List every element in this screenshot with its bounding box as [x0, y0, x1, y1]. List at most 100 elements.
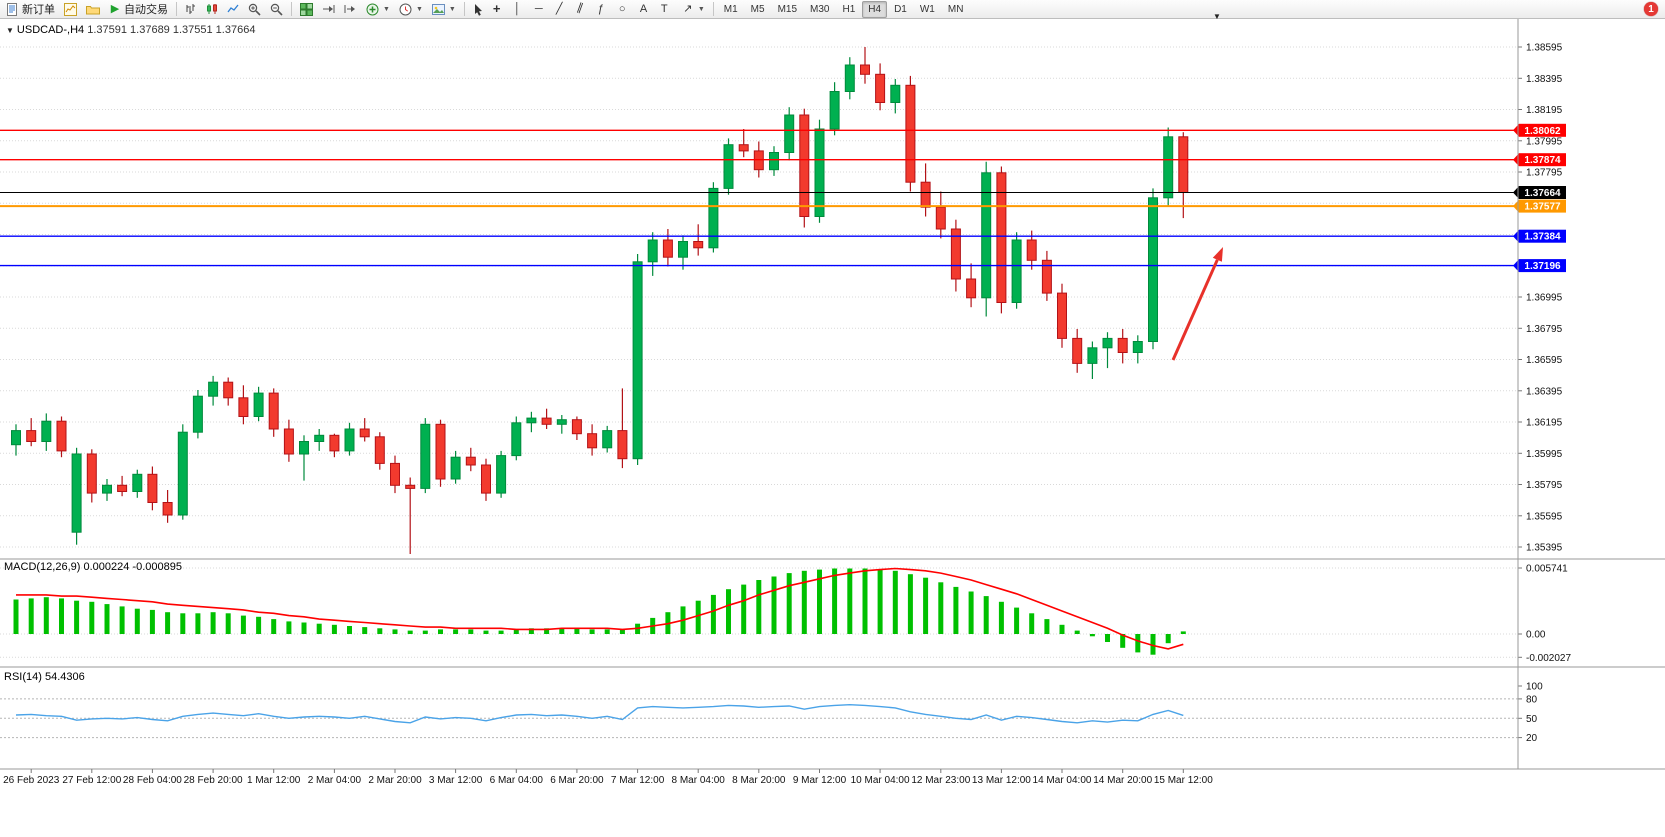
- candle: [268, 392, 279, 430]
- auto-trading-button[interactable]: ▶ 自动交易: [105, 0, 172, 18]
- macd-bar: [468, 629, 474, 634]
- timeframe-d1[interactable]: D1: [894, 3, 907, 15]
- toolbar-separator: [291, 2, 292, 16]
- macd-bar: [953, 586, 959, 634]
- rsi-label: RSI(14) 54.4306: [4, 671, 85, 683]
- timeframe-w1[interactable]: W1: [919, 3, 935, 15]
- time-axis-label: 28 Feb 20:00: [184, 775, 243, 786]
- tile-windows-button[interactable]: [296, 0, 317, 18]
- candle: [1178, 136, 1189, 194]
- candle: [981, 172, 992, 299]
- time-axis-label: 13 Mar 12:00: [972, 775, 1031, 786]
- indicators-button[interactable]: ▼: [362, 0, 394, 18]
- text-icon[interactable]: A: [639, 3, 648, 15]
- timeframe-h1[interactable]: H1: [842, 3, 856, 15]
- auto-scroll-button[interactable]: [318, 0, 339, 18]
- timeframe-mn[interactable]: MN: [947, 3, 964, 15]
- macd-bar: [331, 624, 337, 634]
- macd-bar: [1014, 607, 1020, 634]
- timeframe-m5[interactable]: M5: [750, 3, 765, 15]
- time-axis-label: 12 Mar 23:00: [911, 775, 970, 786]
- macd-axis-label: -0.002027: [1526, 653, 1571, 664]
- macd-bar: [1135, 634, 1141, 653]
- templates-button[interactable]: ▼: [428, 0, 460, 18]
- candle: [875, 73, 886, 103]
- macd-bar: [1029, 613, 1035, 634]
- macd-bar: [1059, 624, 1065, 634]
- candle: [208, 381, 219, 397]
- time-axis-label: 2 Mar 04:00: [308, 775, 362, 786]
- time-axis-label: 3 Mar 12:00: [429, 775, 483, 786]
- timeframe-m30[interactable]: M30: [810, 3, 830, 15]
- ohlc-text: 1.37591 1.37689 1.37551 1.37664: [87, 24, 256, 36]
- shift-chart-button[interactable]: [340, 0, 361, 18]
- candle: [405, 484, 416, 489]
- crosshair-icon[interactable]: +: [492, 1, 501, 16]
- timeframe-m1[interactable]: M1: [723, 3, 738, 15]
- chart-canvas[interactable]: 1.38595 1.38395 1.38195 1.37995 1.37795 1.375…: [0, 19, 1665, 789]
- candle: [996, 172, 1007, 303]
- price-axis-label: 1.36995: [1526, 293, 1563, 304]
- time-axis-label: 14 Mar 20:00: [1093, 775, 1152, 786]
- candle: [1072, 337, 1083, 364]
- candle: [56, 420, 67, 452]
- cursor-button[interactable]: [469, 0, 488, 18]
- price-axis-label: 1.36795: [1526, 324, 1563, 335]
- vertical-line-icon[interactable]: │: [513, 3, 521, 15]
- profiles-button[interactable]: [82, 0, 104, 18]
- time-axis-label: 1 Mar 12:00: [247, 775, 301, 786]
- macd-bar: [43, 597, 49, 634]
- chart-area: 1.38595 1.38395 1.38195 1.37995 1.37795 1.375…: [0, 19, 1665, 837]
- candle: [814, 128, 825, 217]
- price-axis-label: 1.35395: [1526, 543, 1563, 554]
- fibonacci-icon[interactable]: ƒ: [597, 3, 604, 15]
- macd-bar: [377, 628, 383, 634]
- candle: [26, 430, 37, 443]
- candle: [920, 181, 931, 208]
- timeframe-m15[interactable]: M15: [777, 3, 798, 15]
- candle: [647, 239, 658, 263]
- macd-bar: [498, 630, 504, 634]
- macd-bar: [316, 623, 322, 634]
- line-chart-button[interactable]: [223, 0, 243, 18]
- text-label-icon[interactable]: T: [660, 3, 668, 15]
- candle: [511, 422, 522, 457]
- new-order-button[interactable]: 新订单: [3, 0, 59, 18]
- toolbar-overflow-icon[interactable]: ▼: [1213, 12, 1221, 21]
- new-chart-button[interactable]: [60, 0, 81, 18]
- bar-chart-button[interactable]: [181, 0, 201, 18]
- price-badge: [1519, 153, 1566, 167]
- chart-menu-icon[interactable]: ▼: [6, 26, 14, 35]
- macd-bar: [832, 568, 838, 634]
- chevron-down-icon: ▼: [448, 5, 456, 13]
- macd-bar: [619, 629, 625, 634]
- zoom-out-button[interactable]: [266, 0, 287, 18]
- candle: [784, 114, 795, 153]
- arrows-button[interactable]: ↗ ▼: [678, 0, 709, 18]
- trendline-icon[interactable]: ╱: [555, 3, 563, 15]
- notification-badge[interactable]: 1: [1644, 2, 1658, 16]
- timeframe-h4[interactable]: H4: [862, 0, 888, 18]
- candle: [556, 419, 567, 425]
- price-badge: [1519, 259, 1566, 273]
- channel-icon[interactable]: ∥: [575, 1, 585, 15]
- time-axis-label: 7 Mar 12:00: [611, 775, 665, 786]
- time-axis-label: 8 Mar 20:00: [732, 775, 786, 786]
- candle: [147, 473, 158, 503]
- candle: [935, 206, 946, 230]
- candle: [708, 187, 719, 249]
- macd-bar: [28, 598, 34, 634]
- zoom-in-button[interactable]: [244, 0, 265, 18]
- macd-bar: [801, 570, 807, 634]
- ellipse-icon[interactable]: ○: [618, 3, 626, 15]
- periods-button[interactable]: ▼: [395, 0, 427, 18]
- candle: [102, 484, 112, 494]
- candle: [1117, 337, 1128, 353]
- horizontal-line-icon[interactable]: ─: [534, 3, 543, 15]
- candlestick-chart-button[interactable]: [202, 0, 222, 18]
- candle: [844, 64, 855, 92]
- macd-signal-line: [16, 567, 1184, 650]
- candle: [541, 417, 552, 425]
- macd-bar: [149, 609, 155, 634]
- macd-bar: [483, 630, 489, 634]
